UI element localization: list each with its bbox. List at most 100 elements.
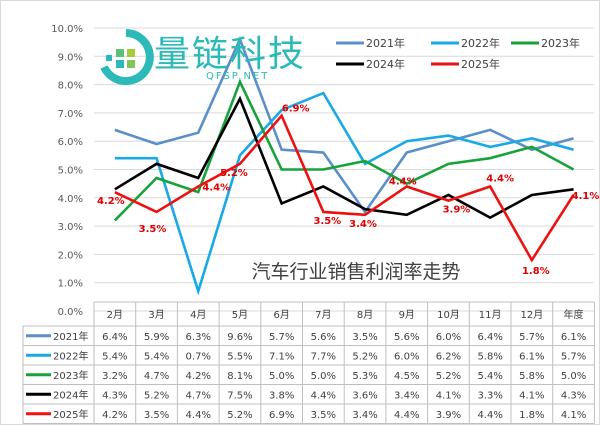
table-header-cell: 2月 [107, 309, 123, 321]
table-cell: 4.4% [477, 410, 502, 421]
data-label: 4.2% [97, 196, 125, 207]
table-cell: 4.4% [394, 410, 419, 421]
table-cell: 6.2% [436, 351, 461, 362]
table-cell: 5.0% [561, 371, 586, 382]
table-header-cell: 10月 [437, 309, 460, 321]
data-label: 4.4% [202, 182, 230, 193]
table-cell: 5.8% [519, 371, 544, 382]
table-cell: 3.2% [102, 371, 127, 382]
table-cell: 5.3% [352, 371, 377, 382]
table-header-cell: 11月 [479, 309, 502, 321]
table-header-cell: 6月 [273, 309, 289, 321]
legend-label: 2021年 [366, 36, 405, 50]
table-cell: 3.5% [311, 410, 336, 421]
chart-title: 汽车行业销售利润率走势 [251, 261, 460, 283]
table-cell: 4.2% [186, 371, 211, 382]
table-cell: 5.2% [352, 351, 377, 362]
series-line-2021年 [114, 35, 574, 215]
table-cell: 5.0% [269, 371, 294, 382]
series-line-2025年 [114, 113, 575, 263]
data-label: 3.5% [139, 224, 167, 235]
y-tick-label: 7.0% [58, 109, 83, 120]
table-row-label: 2021年 [53, 330, 88, 343]
table-cell: 6.4% [477, 332, 502, 343]
table-cell: 6.9% [269, 410, 294, 421]
table-cell: 5.4% [477, 371, 502, 382]
series-line-2024年 [114, 95, 574, 220]
table-header-cell: 9月 [399, 309, 415, 321]
y-tick-label: 4.0% [58, 194, 83, 205]
watermark-text: 量链科技 [154, 34, 307, 75]
table-cell: 3.9% [436, 410, 461, 421]
table-cell: 7.1% [269, 351, 294, 362]
table-cell: 4.5% [394, 371, 419, 382]
table-cell: 4.1% [519, 390, 544, 401]
y-tick-label: 9.0% [58, 52, 83, 63]
table-header-cell: 8月 [357, 309, 373, 321]
table-row-label: 2022年 [53, 349, 88, 362]
watermark-logo: 量链科技 QFSP.NET [96, 27, 321, 87]
legend-label: 2024年 [366, 57, 405, 71]
y-tick-label: 1.0% [58, 279, 83, 290]
table-header-cell: 5月 [232, 309, 248, 321]
table-cell: 4.7% [144, 371, 169, 382]
table-cell: 3.6% [352, 390, 377, 401]
table-cell: 4.7% [186, 390, 211, 401]
table-cell: 5.8% [477, 351, 502, 362]
table-row-label: 2024年 [53, 388, 88, 401]
y-tick-label: 2.0% [58, 250, 83, 261]
table-cell: 3.8% [269, 390, 294, 401]
table-cell: 5.6% [394, 332, 419, 343]
series-line-2023年 [113, 78, 575, 222]
table-cell: 5.2% [436, 371, 461, 382]
table-cell: 5.2% [227, 410, 252, 421]
table-cell: 8.1% [227, 371, 252, 382]
table-cell: 7.5% [227, 390, 252, 401]
legend-label: 2025年 [461, 57, 500, 71]
table-cell: 3.5% [144, 410, 169, 421]
logo-icon [100, 29, 154, 85]
table-cell: 3.3% [477, 390, 502, 401]
table-cell: 7.7% [311, 351, 336, 362]
y-tick-label: 3.0% [58, 222, 83, 233]
y-tick-label: 0.0% [58, 307, 83, 318]
table-cell: 5.0% [311, 371, 336, 382]
table-cell: 9.6% [227, 332, 252, 343]
legend-label: 2023年 [541, 36, 580, 50]
table-cell: 3.5% [352, 332, 377, 343]
table-cell: 5.4% [102, 351, 127, 362]
data-label: 3.5% [313, 216, 341, 227]
table-cell: 5.9% [144, 332, 169, 343]
legend-label: 2022年 [461, 36, 500, 50]
table-cell: 1.8% [519, 410, 544, 421]
table-header-cell: 4月 [190, 309, 206, 321]
table-cell: 4.4% [311, 390, 336, 401]
data-label: 6.9% [282, 104, 310, 115]
table-cell: 0.7% [186, 351, 211, 362]
table-header-cell: 7月 [315, 309, 331, 321]
data-label: 4.1% [572, 191, 600, 202]
table-cell: 4.3% [102, 390, 127, 401]
data-label: 1.8% [522, 266, 550, 277]
watermark-url: QFSP.NET [206, 71, 270, 82]
y-tick-label: 10.0% [51, 24, 83, 35]
data-label: 3.4% [349, 219, 377, 230]
table-cell: 5.6% [311, 332, 336, 343]
table-cell: 6.3% [186, 332, 211, 343]
y-tick-label: 6.0% [58, 137, 83, 148]
table-header-cell: 12月 [520, 309, 543, 321]
table-cell: 4.4% [186, 410, 211, 421]
data-label: 4.4% [389, 176, 417, 187]
table-cell: 5.5% [227, 351, 252, 362]
data-label: 3.9% [443, 205, 471, 216]
series-line-2022年 [114, 91, 574, 296]
table-header-cell: 3月 [148, 309, 164, 321]
table-cell: 5.7% [519, 332, 544, 343]
table-cell: 3.4% [394, 390, 419, 401]
table-row-label: 2025年 [53, 408, 88, 421]
table-cell: 6.1% [561, 332, 586, 343]
table-cell: 5.7% [269, 332, 294, 343]
table-cell: 5.4% [144, 351, 169, 362]
